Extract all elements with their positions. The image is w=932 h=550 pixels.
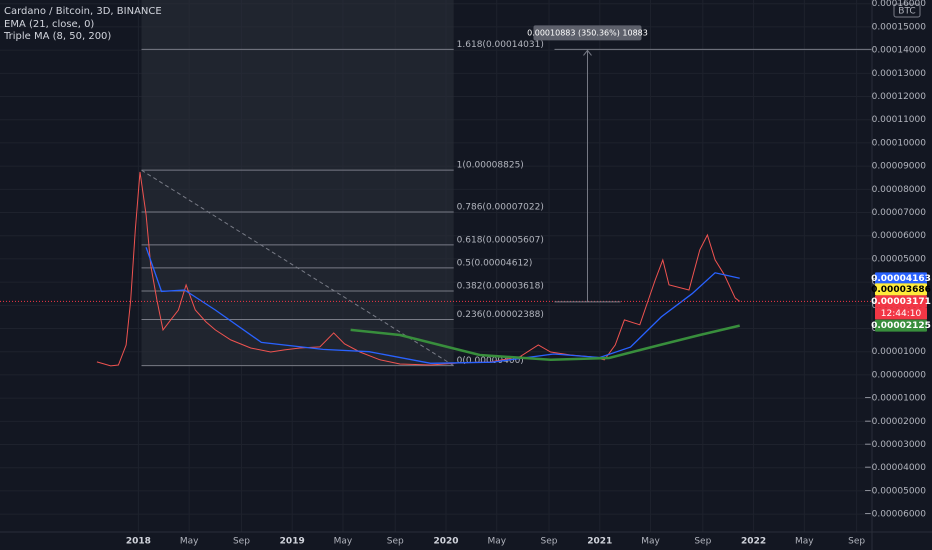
y-tick-label: −0.00003000 [864,440,926,450]
fib-label: 1(0.00008825) [457,161,524,171]
fib-label: 0.5(0.00004612) [457,258,533,268]
y-tick-label: 0.00015000 [872,22,927,32]
y-tick-label: −0.00004000 [864,463,926,473]
price-marker-label: 0.00004163 [871,274,931,284]
price-marker [875,272,927,285]
fib-label: 0.618(0.00005607) [457,235,544,245]
price-marker-label: 0.00002125 [871,321,931,331]
y-tick-label: −0.00002000 [864,417,926,427]
y-tick-label: −0.00005000 [864,486,926,496]
x-tick-label: Sep [233,537,250,547]
fib-label: 1.618(0.00014031) [457,40,544,50]
price-marker [875,283,927,296]
y-tick-label: 0.00009000 [872,162,927,172]
x-tick-label: May [641,537,660,547]
x-tick-label: May [487,537,506,547]
x-tick-label: Sep [848,537,865,547]
y-tick-label: 0.00012000 [872,92,927,102]
legend-entry: EMA (21, close, 0) [4,19,94,30]
y-tick-label: −0.00001000 [864,394,926,404]
countdown-box [875,307,927,320]
x-tick-label: 2020 [433,537,458,547]
legend-entry: Cardano / Bitcoin, 3D, BINANCE [4,6,162,17]
currency: BTC [898,7,915,17]
series-line [350,324,740,362]
measure-label: 0.00010883 (350.36%) 10883 [527,28,648,37]
arrow-head [583,49,592,56]
countdown: 12:44:10 [881,309,922,319]
y-tick-label: 0.00016000 [872,0,927,9]
legend: Cardano / Bitcoin, 3D, BINANCE EMA (21, … [3,6,162,42]
fib-label: 0.236(0.00002388) [457,310,544,320]
y-tick-label: 0.00000000 [872,370,927,380]
price-marker-label: 0.00003686 [871,285,931,295]
x-tick-label: May [334,537,353,547]
x-tick-label: Sep [694,537,711,547]
plot-area: 1.618(0.00014031) 1(0.00008825) 0.786(0.00… [0,0,872,532]
fib-label: 0.382(0.00003618) [457,281,544,291]
series-line [145,247,740,364]
x-tick-label: 2022 [741,537,766,547]
x-tick-label: Sep [387,537,404,547]
y-tick-label: 0.00007000 [872,208,927,218]
y-tick-label: 0.00011000 [872,115,927,125]
fib-label: 0.786(0.00007022) [457,203,544,213]
y-tick-label: 0.00010000 [872,138,927,148]
y-tick-label: 0.00006000 [872,231,927,241]
x-tick-label: 2021 [587,537,612,547]
y-tick-label: 0.00008000 [872,185,927,195]
price-marker [875,295,927,308]
y-tick-label: 0.00014000 [872,46,927,56]
y-tick-label: 0.00013000 [872,69,927,79]
series-line [96,171,741,367]
x-tick-label: May [795,537,814,547]
x-tick-label: May [180,537,199,547]
legend-entry: Triple MA (8, 50, 200) [3,31,111,42]
x-tick-label: 2018 [126,537,151,547]
fib-trend [141,169,454,367]
price-marker [875,319,927,332]
fib-label: 0(0.00000400) [457,356,524,366]
measure-label-box [533,25,642,41]
y-tick-label: 0.00005000 [872,254,927,264]
currency-badge [893,3,921,18]
x-tick-label: 2019 [280,537,305,547]
x-tick-label: Sep [541,537,558,547]
y-tick-label: −0.00006000 [864,510,926,520]
price-marker-label: 0.00003171 [871,297,931,307]
y-tick-label: 0.00001000 [872,347,927,357]
fib-area [141,0,454,366]
